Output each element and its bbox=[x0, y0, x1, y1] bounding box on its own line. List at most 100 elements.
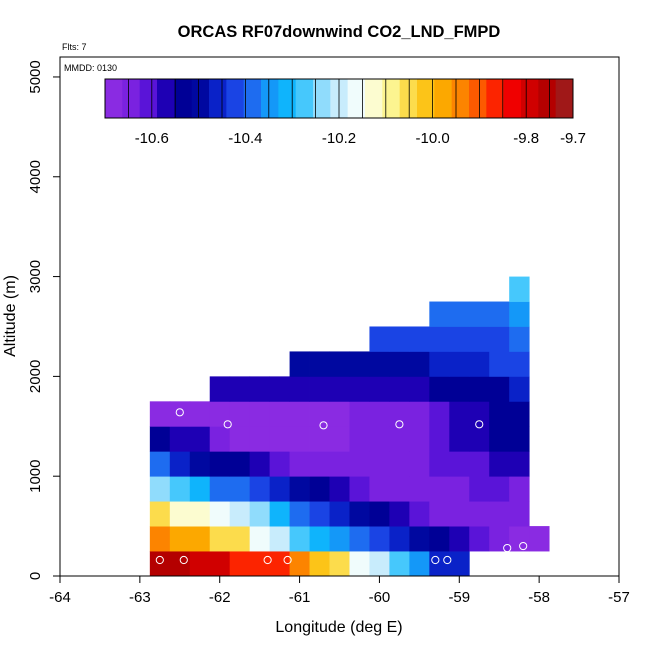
heatmap-cell bbox=[449, 301, 470, 327]
colorbar-swatch bbox=[209, 79, 227, 118]
x-tick-label: -64 bbox=[49, 589, 71, 606]
heatmap-cell bbox=[229, 426, 251, 452]
heatmap-cell bbox=[149, 526, 171, 552]
heatmap-cell bbox=[269, 501, 290, 527]
heatmap-cell bbox=[249, 401, 271, 427]
flight-point bbox=[431, 555, 440, 565]
colorbar-swatch bbox=[226, 79, 245, 118]
heatmap-cell bbox=[209, 501, 231, 527]
colorbar-swatch bbox=[434, 79, 453, 118]
y-tick-label: 4000 bbox=[27, 160, 44, 193]
heatmap-cell bbox=[449, 401, 470, 427]
heatmap-cell bbox=[409, 451, 430, 477]
colorbar-tick-label: -10.6 bbox=[135, 130, 169, 147]
colorbar-swatch bbox=[105, 79, 123, 118]
y-axis-title: Altitude (m) bbox=[2, 275, 19, 357]
y-tick-label: 3000 bbox=[27, 260, 44, 293]
heatmap-cell bbox=[509, 326, 530, 352]
heatmap-cell bbox=[169, 501, 191, 527]
flight-point bbox=[155, 555, 164, 565]
heatmap-cell bbox=[489, 351, 510, 377]
heatmap-cell bbox=[469, 351, 490, 377]
heatmap-cell bbox=[229, 526, 251, 552]
colorbar-swatch bbox=[451, 79, 470, 118]
heatmap-cell bbox=[229, 376, 251, 402]
heatmap-cell bbox=[249, 376, 271, 402]
x-tick-label: -63 bbox=[129, 589, 151, 606]
heatmap-cell bbox=[429, 476, 450, 502]
heatmap-cell bbox=[489, 376, 510, 402]
heatmap-cell bbox=[469, 451, 490, 477]
heatmap-cell bbox=[409, 326, 430, 352]
heatmap-cell bbox=[149, 451, 171, 477]
heatmap-cell bbox=[349, 351, 370, 377]
flight-point bbox=[443, 555, 452, 565]
flight-point bbox=[263, 555, 272, 565]
heatmap-cell bbox=[509, 351, 530, 377]
colorbar-swatch bbox=[278, 79, 297, 118]
heatmap-cell bbox=[469, 376, 490, 402]
heatmap-cell bbox=[409, 426, 430, 452]
heatmap-cell bbox=[289, 526, 310, 552]
heatmap-cell bbox=[149, 426, 171, 452]
heatmap-cell bbox=[489, 426, 510, 452]
x-axis: -64 -63 -62 -61 -60 -59 -58 -57 bbox=[49, 576, 630, 606]
flight-point bbox=[519, 541, 528, 551]
heatmap-cell bbox=[469, 476, 490, 502]
heatmap-cell bbox=[189, 401, 211, 427]
colorbar-tick-label: -10.0 bbox=[415, 130, 449, 147]
heatmap-cell bbox=[229, 476, 251, 502]
heatmap-cell bbox=[149, 476, 171, 502]
heatmap-cell bbox=[489, 526, 510, 552]
heatmap-cell bbox=[209, 551, 231, 577]
colorbar-swatch bbox=[503, 79, 522, 118]
heatmap-cell bbox=[509, 426, 530, 452]
flight-point bbox=[223, 420, 232, 429]
heatmap-cell bbox=[509, 401, 530, 427]
heatmap-cell bbox=[329, 451, 350, 477]
x-tick-label: -58 bbox=[528, 589, 550, 606]
heatmap-cell bbox=[249, 476, 271, 502]
heatmap-cell bbox=[429, 351, 450, 377]
flights-count-note: Flts: 7 bbox=[62, 42, 87, 52]
heatmap-cell bbox=[169, 401, 191, 427]
heatmap-cell bbox=[349, 526, 370, 552]
heatmap-cell bbox=[469, 426, 490, 452]
heatmap-cell bbox=[289, 401, 310, 427]
colorbar-swatch bbox=[191, 79, 210, 118]
colorbar-swatch bbox=[521, 79, 539, 118]
heatmap-cell bbox=[229, 501, 251, 527]
heatmap-cell bbox=[369, 376, 390, 402]
heatmap-cell bbox=[369, 326, 390, 352]
heatmap-cell bbox=[489, 301, 510, 327]
heatmap-cell bbox=[269, 426, 290, 452]
heatmap-cell bbox=[249, 526, 271, 552]
y-axis: 0 1000 2000 3000 4000 5000 bbox=[27, 60, 60, 580]
heatmap-cells bbox=[149, 276, 550, 577]
heatmap-cell bbox=[469, 501, 490, 527]
heatmap-cell bbox=[429, 401, 450, 427]
colorbar-tick-label: -10.2 bbox=[322, 130, 356, 147]
heatmap-cell bbox=[409, 501, 430, 527]
heatmap-cell bbox=[469, 401, 490, 427]
x-tick-label: -60 bbox=[369, 589, 391, 606]
flight-point bbox=[503, 543, 512, 553]
flight-point bbox=[319, 421, 328, 430]
heatmap-cell bbox=[509, 376, 530, 402]
heatmap-cell bbox=[349, 426, 370, 452]
heatmap-cell bbox=[309, 476, 330, 502]
heatmap-cell bbox=[469, 526, 490, 552]
heatmap-cell bbox=[509, 451, 530, 477]
heatmap-cell bbox=[209, 401, 231, 427]
heatmap-cell bbox=[429, 376, 450, 402]
heatmap-cell bbox=[329, 376, 350, 402]
colorbar-swatch bbox=[295, 79, 314, 118]
colorbar-swatch bbox=[313, 79, 331, 118]
heatmap-cell bbox=[489, 401, 510, 427]
colorbar-swatch bbox=[538, 79, 557, 118]
colorbar: -10.6 -10.4 -10.2 -10.0 -9.8 -9.7 bbox=[104, 78, 586, 147]
heatmap-cell bbox=[169, 426, 191, 452]
heatmap-cell bbox=[449, 451, 470, 477]
heatmap-cell bbox=[189, 426, 211, 452]
